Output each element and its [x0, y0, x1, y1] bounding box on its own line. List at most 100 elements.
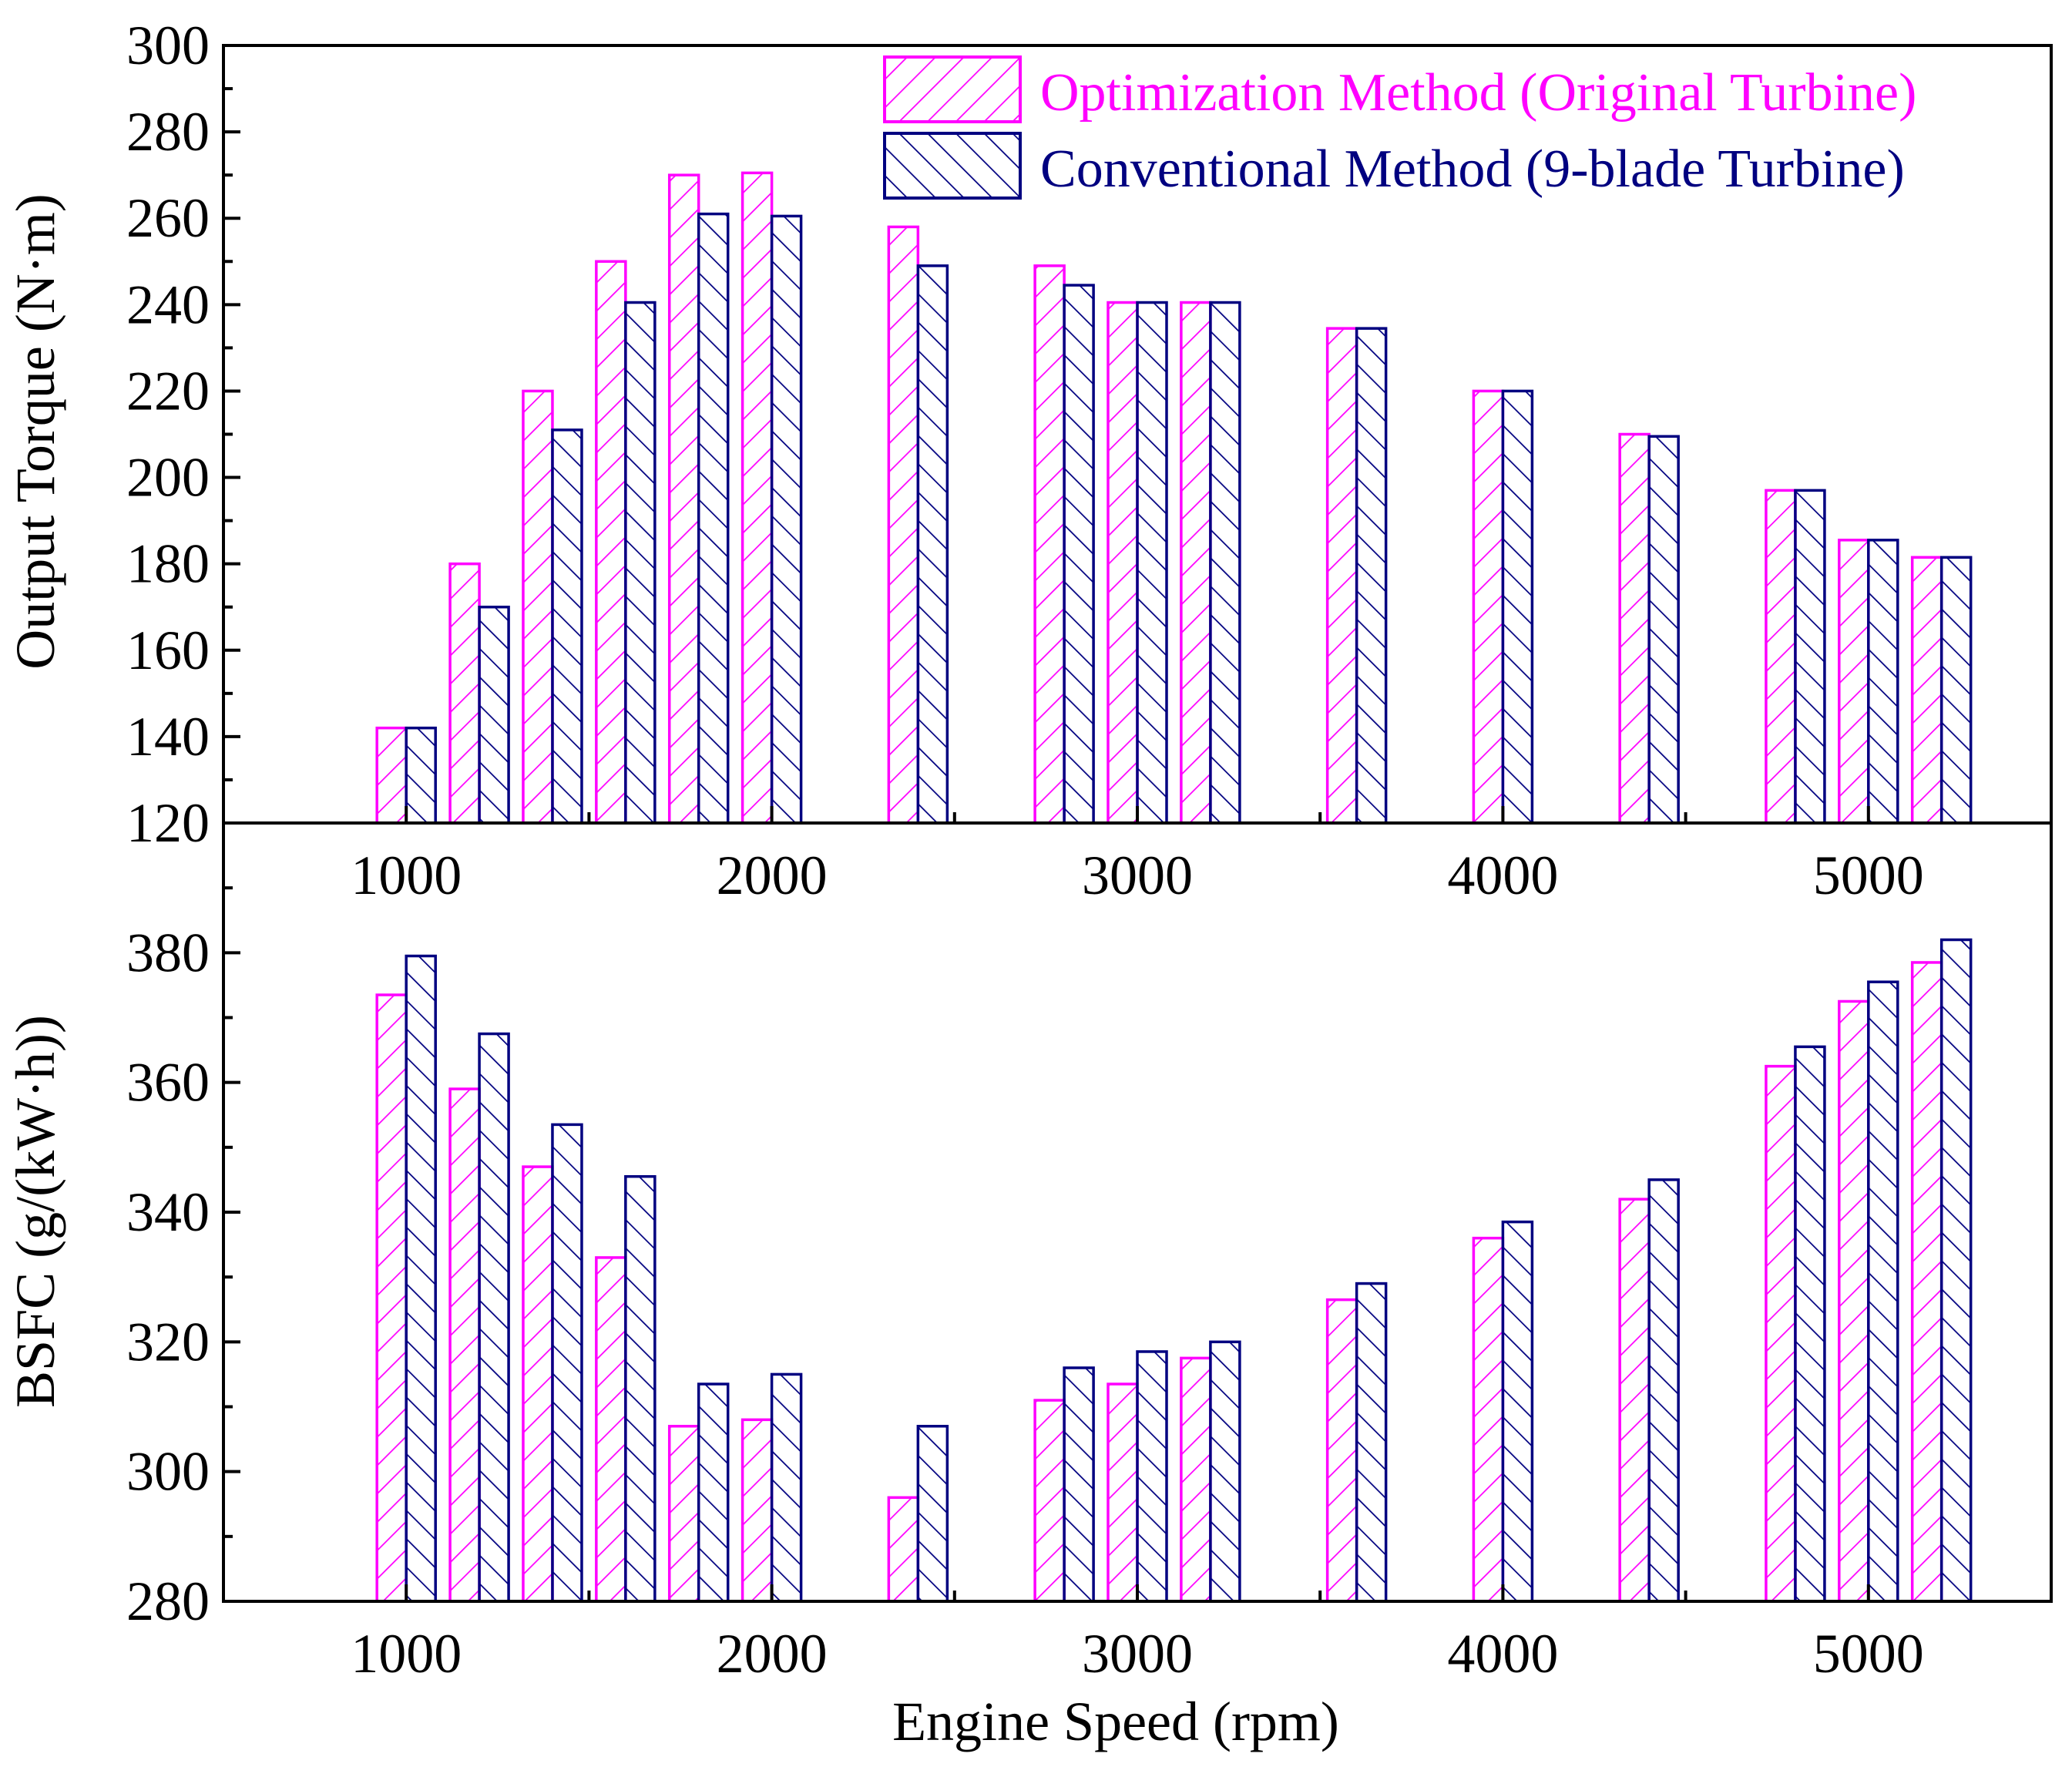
torque-bar-conventional-3200 [1209, 301, 1241, 825]
bsfc-x-tick-label: 4000 [1447, 1623, 1558, 1685]
torque-y-tick-label: 260 [126, 187, 210, 249]
torque-x-tick-label: 2000 [717, 845, 828, 906]
torque-x-tick-label: 5000 [1813, 845, 1924, 906]
torque-x-tick-label: 4000 [1447, 845, 1558, 906]
torque-bar-conventional-4000 [1501, 389, 1534, 825]
torque-bar-conventional-2400 [916, 264, 949, 825]
y-axis-title-bsfc: BSFC (g/(kW·h)) [5, 1015, 66, 1408]
legend: Optimization Method (Original Turbine) C… [883, 55, 1916, 200]
torque-bar-optimization-2800 [1033, 264, 1066, 825]
bsfc-bar-conventional-1000 [405, 954, 437, 1603]
bsfc-bar-conventional-5000 [1867, 980, 1899, 1603]
bsfc-bar-optimization-5200 [1910, 961, 1943, 1603]
bsfc-x-tick-label: 5000 [1813, 1623, 1924, 1685]
torque-bar-optimization-4400 [1618, 432, 1651, 825]
bsfc-bar-optimization-1600 [595, 1256, 627, 1603]
torque-bar-optimization-3200 [1180, 301, 1212, 825]
torque-bar-optimization-5000 [1838, 539, 1870, 825]
bsfc-x-tick-label: 2000 [717, 1623, 828, 1685]
torque-bar-optimization-1400 [522, 389, 554, 825]
torque-bar-optimization-3000 [1107, 301, 1139, 825]
bsfc-bar-conventional-4400 [1647, 1178, 1680, 1603]
legend-swatch-conventional [883, 132, 1022, 200]
bsfc-bar-conventional-1800 [697, 1382, 730, 1603]
torque-y-tick-label: 240 [126, 274, 210, 335]
bsfc-y-tick-label: 280 [126, 1570, 210, 1632]
torque-bar-optimization-1200 [448, 562, 481, 825]
bsfc-bar-conventional-3600 [1355, 1282, 1388, 1603]
torque-y-tick-label: 140 [126, 706, 210, 768]
bsfc-bar-optimization-4800 [1765, 1064, 1797, 1603]
bsfc-panel: 280 300 320 340 360 380 1000 2000 3000 4000 5000 [126, 821, 2053, 1685]
torque-panel: 120 140 160 180 200 220 240 260 280 300 1000 2000 30… [126, 15, 2053, 906]
torque-bar-conventional-1600 [624, 301, 657, 825]
torque-y-tick-label: 280 [126, 101, 210, 163]
bsfc-bar-conventional-2400 [916, 1425, 949, 1603]
bsfc-bar-optimization-1400 [522, 1165, 554, 1603]
bsfc-y-tick-label: 340 [126, 1181, 210, 1243]
bsfc-bar-conventional-3200 [1209, 1340, 1241, 1603]
bsfc-bar-optimization-1800 [667, 1425, 700, 1603]
torque-bar-conventional-1000 [405, 726, 437, 825]
bsfc-y-tick-label: 380 [126, 922, 210, 983]
bsfc-bar-optimization-1000 [375, 993, 408, 1603]
torque-bar-conventional-1800 [697, 212, 730, 825]
torque-bar-optimization-4800 [1765, 489, 1797, 825]
bsfc-bar-optimization-3200 [1180, 1356, 1212, 1603]
bsfc-bar-optimization-5000 [1838, 999, 1870, 1603]
torque-y-tick-label: 180 [126, 533, 210, 595]
torque-bar-conventional-2000 [770, 214, 803, 825]
bsfc-x-tick-label: 3000 [1082, 1623, 1193, 1685]
torque-x-tick-label: 3000 [1082, 845, 1193, 906]
bsfc-bar-optimization-3600 [1325, 1298, 1358, 1603]
bsfc-bar-optimization-2800 [1033, 1399, 1066, 1603]
torque-bar-conventional-1200 [478, 605, 510, 825]
torque-bar-optimization-3600 [1325, 327, 1358, 825]
bsfc-bar-conventional-2800 [1063, 1366, 1095, 1603]
bsfc-bar-conventional-5200 [1939, 938, 1973, 1603]
torque-bar-optimization-1800 [667, 173, 700, 825]
bsfc-bar-conventional-2000 [770, 1372, 803, 1603]
bsfc-x-tick-label: 1000 [351, 1623, 462, 1685]
torque-bar-optimization-1600 [595, 260, 627, 825]
torque-bar-conventional-4400 [1647, 435, 1680, 825]
bsfc-bar-conventional-1600 [624, 1174, 657, 1603]
torque-x-tick-label: 1000 [351, 845, 462, 906]
torque-bar-conventional-5200 [1939, 556, 1973, 825]
torque-bar-conventional-2800 [1063, 284, 1095, 825]
torque-bar-conventional-5000 [1867, 539, 1899, 825]
bsfc-bar-conventional-1200 [478, 1032, 510, 1603]
bsfc-bar-optimization-3000 [1107, 1382, 1139, 1603]
torque-bar-conventional-1400 [551, 428, 583, 825]
torque-bar-conventional-4800 [1794, 489, 1826, 825]
bsfc-bar-conventional-4000 [1501, 1220, 1534, 1603]
bsfc-bar-conventional-4800 [1794, 1045, 1826, 1603]
torque-y-tick-label: 200 [126, 447, 210, 509]
torque-bar-optimization-2000 [740, 171, 774, 825]
x-axis-title: Engine Speed (rpm) [892, 1691, 1339, 1752]
bsfc-y-tick-label: 300 [126, 1441, 210, 1503]
bsfc-bar-conventional-3000 [1136, 1350, 1168, 1603]
legend-swatch-optimization [883, 55, 1022, 123]
torque-bar-conventional-3000 [1136, 301, 1168, 825]
y-axis-title-torque: Output Torque (N·m) [5, 193, 66, 670]
bsfc-y-tick-label: 320 [126, 1311, 210, 1372]
torque-bar-optimization-5200 [1910, 556, 1943, 825]
torque-y-tick-label: 220 [126, 360, 210, 422]
torque-bar-optimization-4000 [1472, 389, 1505, 825]
bsfc-y-tick-label: 360 [126, 1052, 210, 1114]
bsfc-bar-optimization-2400 [887, 1496, 920, 1603]
torque-y-tick-label: 300 [126, 15, 210, 76]
torque-y-tick-label: 120 [126, 792, 210, 854]
bsfc-bar-optimization-4400 [1618, 1198, 1651, 1603]
torque-bar-optimization-2400 [887, 225, 920, 825]
torque-bar-conventional-3600 [1355, 327, 1388, 825]
bsfc-bar-conventional-1400 [551, 1123, 583, 1603]
torque-bar-optimization-1000 [375, 726, 408, 825]
legend-label-optimization: Optimization Method (Original Turbine) [1040, 63, 1916, 123]
bsfc-bar-optimization-4000 [1472, 1236, 1505, 1603]
bsfc-bar-optimization-1200 [448, 1087, 481, 1603]
bsfc-bar-optimization-2000 [740, 1418, 774, 1603]
legend-label-conventional: Conventional Method (9-blade Turbine) [1040, 139, 1905, 199]
